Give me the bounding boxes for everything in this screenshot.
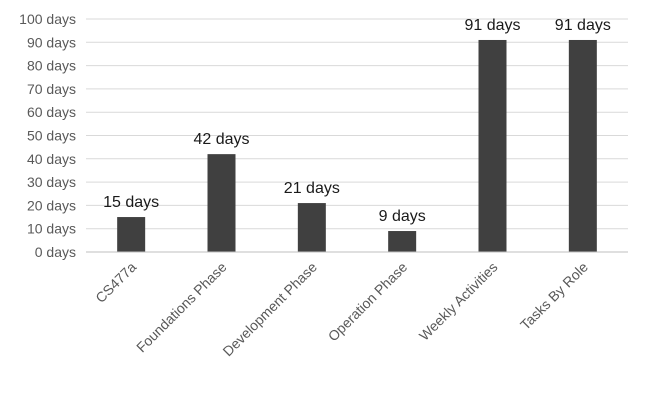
y-tick-label: 80 days [27,58,76,74]
y-tick-label: 90 days [27,34,76,50]
x-category-label: Operation Phase [325,259,411,345]
x-category-label: CS477a [92,259,139,306]
y-tick-label: 10 days [27,221,76,237]
y-tick-label: 60 days [27,104,76,120]
bar [117,217,146,252]
data-label: 15 days [103,194,159,211]
bar [478,39,507,252]
y-tick-label: 0 days [35,244,76,260]
x-category-label: Tasks By Role [517,259,591,333]
data-label: 91 days [464,17,520,34]
bar [207,154,236,252]
data-label: 21 days [284,180,340,197]
data-label: 42 days [193,131,249,148]
y-tick-label: 100 days [19,11,76,27]
y-tick-label: 70 days [27,81,76,97]
bar [568,39,597,252]
data-label: 91 days [555,17,611,34]
y-tick-label: 20 days [27,197,76,213]
y-tick-label: 50 days [27,128,76,144]
bar [388,231,417,252]
y-axis-tick-labels: 0 days 10 days 20 days 30 days 40 days 50 day… [19,11,76,260]
y-tick-label: 30 days [27,174,76,190]
x-category-label: Weekly Activities [416,259,501,344]
data-labels: 15 days 42 days 21 days 9 days 91 days 91 day… [103,17,611,225]
data-label: 9 days [379,208,426,225]
x-category-label: Foundations Phase [133,259,230,356]
bars [117,39,597,252]
bar [297,203,326,252]
gridlines [86,18,628,230]
x-category-label: Development Phase [219,259,320,360]
y-tick-label: 40 days [27,151,76,167]
